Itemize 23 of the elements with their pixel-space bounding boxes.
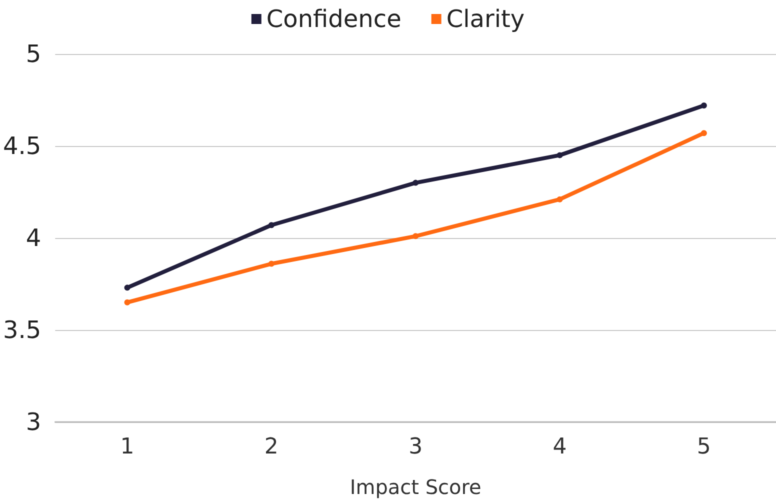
legend-label: Confidence bbox=[266, 5, 402, 33]
point bbox=[124, 284, 130, 291]
legend-label: Clarity bbox=[446, 5, 525, 33]
y-tick-label: 3 bbox=[26, 408, 42, 436]
y-tick-label: 4 bbox=[26, 224, 42, 252]
x-tick-label: 1 bbox=[120, 434, 134, 460]
x-tick-label: 2 bbox=[264, 434, 278, 460]
y-tick-label: 5 bbox=[26, 40, 42, 68]
point bbox=[556, 196, 563, 202]
x-tick-label: 5 bbox=[696, 434, 711, 460]
point bbox=[700, 130, 707, 136]
x-tick-label: 3 bbox=[408, 434, 423, 460]
y-tick-label: 3.5 bbox=[2, 316, 42, 344]
point bbox=[124, 299, 130, 306]
point bbox=[700, 102, 707, 109]
point bbox=[268, 222, 274, 228]
x-tick-label: 4 bbox=[552, 434, 567, 460]
y-tick-label: 4.5 bbox=[2, 132, 42, 160]
point bbox=[268, 260, 274, 267]
point bbox=[412, 180, 419, 186]
x-axis-title: Impact Score bbox=[350, 475, 482, 499]
point bbox=[556, 152, 563, 158]
point bbox=[412, 233, 419, 240]
